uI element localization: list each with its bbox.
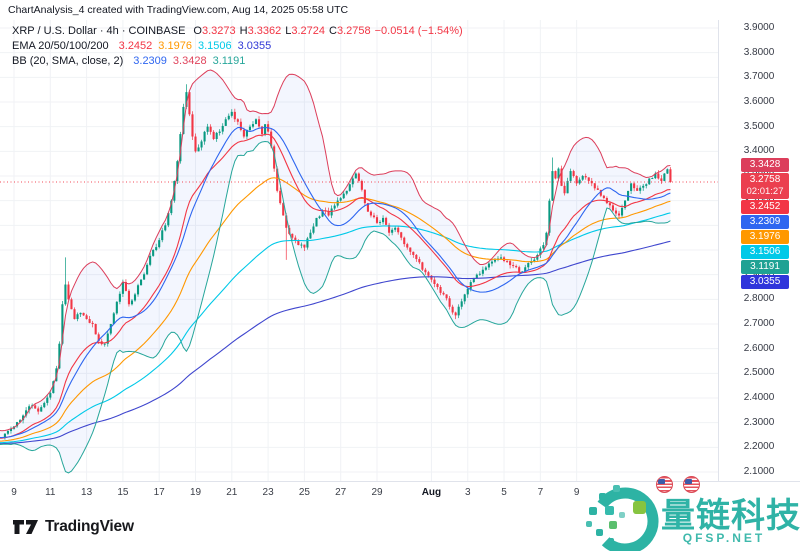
date-label-23: 23 — [262, 487, 274, 498]
legend-symbol-row: XRP / U.S. Dollar · 4h · COINBASE O3.327… — [12, 24, 463, 39]
legend-ema-row: EMA 20/50/100/200 3.2452 3.1976 3.1506 3.03… — [12, 39, 463, 54]
tradingview-logo-text: TradingView — [45, 518, 134, 535]
bb-upper-badge: 3.3428 — [741, 158, 789, 173]
last-price-badge: 3.2758 02:01:27 — [741, 173, 789, 200]
date-label-17: 17 — [153, 487, 165, 498]
date-label-9: 9 — [573, 487, 580, 498]
candle-countdown: 02:01:27 — [746, 186, 784, 198]
ema-value-1: 3.1976 — [158, 40, 192, 52]
watermark-logo-icon — [583, 481, 663, 551]
tradingview-attribution[interactable]: TradingView — [13, 518, 134, 536]
ema-values: 3.2452 3.1976 3.1506 3.0355 — [113, 39, 272, 54]
watermark-site-text: QFSP.NET — [682, 531, 766, 545]
ohlc-O: 3.3273 — [201, 25, 236, 37]
legend-bb-row: BB (20, SMA, close, 2) 3.2309 3.3428 3.119… — [12, 54, 463, 69]
price-label-2.8000: 2.8000 — [743, 293, 775, 305]
date-label-5: 5 — [501, 487, 507, 498]
price-label-3.7000: 3.7000 — [743, 71, 775, 83]
symbol-title[interactable]: XRP / U.S. Dollar · 4h · COINBASE — [12, 25, 186, 37]
price-label-2.5000: 2.5000 — [743, 367, 775, 379]
date-label-19: 19 — [189, 487, 202, 498]
price-axis-border — [718, 20, 719, 481]
price-axis[interactable]: 3.90003.80003.70003.60003.50003.40003.30… — [718, 0, 800, 481]
price-label-2.4000: 2.4000 — [743, 392, 775, 403]
change-value: −0.0514 (−1.54%) — [374, 25, 463, 37]
price-label-2.7000: 2.7000 — [743, 318, 775, 329]
candlestick-chart[interactable] — [0, 20, 718, 481]
date-label-13: 13 — [81, 487, 93, 498]
time-axis[interactable]: 9 11 13 15 17 19 21 23 25 27 29 Aug 3 5 7 9 — [0, 481, 718, 505]
ema-value-3: 3.0355 — [237, 40, 272, 52]
bb-value-1: 3.3428 — [172, 55, 207, 67]
us-flag-icon — [656, 476, 673, 493]
ohlc-C-key: C — [329, 25, 337, 37]
bb-basis-badge: 3.2309 — [741, 215, 789, 230]
date-label-11: 11 — [45, 487, 56, 498]
date-label-15: 15 — [117, 487, 129, 498]
bb-indicator-title[interactable]: BB (20, SMA, close, 2) — [12, 55, 124, 67]
chart-header-title: ChartAnalysis_4 created with TradingView… — [8, 4, 349, 16]
price-label-3.8000: 3.8000 — [743, 46, 775, 58]
bb-values: 3.2309 3.3428 3.1191 — [127, 54, 245, 69]
date-label-9: 9 — [11, 487, 17, 498]
date-label-Aug: Aug — [421, 487, 442, 498]
ohlc-O-key: O — [193, 25, 202, 37]
ohlc-H-key: H — [239, 25, 248, 37]
us-flag-icon — [683, 476, 700, 493]
bb-value-2: 3.1191 — [212, 55, 246, 67]
date-label-29: 29 — [371, 487, 383, 498]
ohlc-H: 3.3362 — [247, 25, 282, 37]
date-label-21: 21 — [226, 487, 238, 498]
ema50-badge: 3.1976 — [741, 230, 789, 245]
price-label-3.9000: 3.9000 — [743, 22, 775, 33]
price-label-3.6000: 3.6000 — [743, 96, 775, 107]
legend: XRP / U.S. Dollar · 4h · COINBASE O3.327… — [12, 24, 463, 69]
price-label-3.2000: 3.2000 — [726, 195, 792, 206]
price-label-3.5000: 3.5000 — [743, 120, 775, 132]
ohlc-L-key: L — [285, 25, 292, 37]
tradingview-logo-icon — [13, 519, 38, 534]
ema100-badge: 3.1506 — [741, 245, 789, 260]
ema20-badge: 3.2452 — [741, 200, 789, 215]
price-label-2.3000: 2.3000 — [743, 416, 775, 428]
date-label-25: 25 — [298, 487, 310, 498]
bb-lower-badge: 3.1191 — [741, 260, 789, 275]
ema-indicator-title[interactable]: EMA 20/50/100/200 — [12, 40, 109, 52]
ema-value-2: 3.1506 — [197, 40, 232, 52]
ohlc-L: 3.2724 — [291, 25, 326, 37]
ohlc-C: 3.2758 — [336, 25, 371, 37]
ohlc-values: O3.3273 H3.3362 L3.2724 C3.2758 — [189, 24, 370, 39]
watermark-brand-text: 量链科技 — [661, 497, 800, 535]
price-label-2.6000: 2.6000 — [743, 342, 775, 354]
price-label-2.2000: 2.2000 — [743, 441, 775, 453]
bb-value-0: 3.2309 — [133, 55, 167, 67]
price-label-2.9000: 2.9000 — [743, 268, 775, 280]
date-label-3: 3 — [464, 487, 471, 498]
price-label-2.1000: 2.1000 — [743, 466, 775, 477]
date-label-27: 27 — [335, 487, 347, 498]
date-label-7: 7 — [537, 487, 544, 498]
ema-value-0: 3.2452 — [118, 40, 153, 52]
time-axis-border — [0, 481, 800, 482]
ema200-badge: 3.0355 — [741, 275, 789, 290]
price-label-3.4000: 3.4000 — [743, 145, 775, 157]
